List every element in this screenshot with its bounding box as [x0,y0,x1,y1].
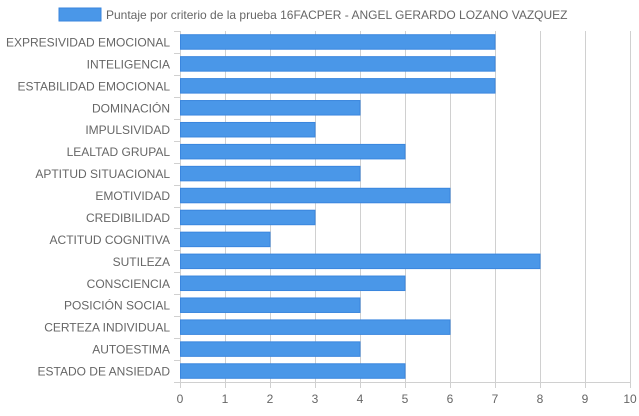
bar-6[interactable] [180,143,406,160]
bars [180,34,541,379]
x-tick-label: 10 [623,392,637,406]
x-tick-label: 8 [537,392,544,406]
bar-14[interactable] [180,319,451,335]
x-tick-label: 9 [582,392,589,406]
y-tick-label: ACTITUD COGNITIVA [50,233,170,247]
y-tick-label: DOMINACIÓN [92,100,170,115]
y-axis-labels: EXPRESIVIDAD EMOCIONAL INTELIGENCIA ESTABI… [6,35,170,378]
x-tick-label: 1 [222,392,229,406]
bar-7[interactable] [180,165,361,182]
bar-3[interactable] [180,78,496,94]
y-tick-label: EMOTIVIDAD [95,189,170,203]
bar-4[interactable] [180,100,361,116]
bar-5[interactable] [180,121,316,138]
y-tick-label: ESTABILIDAD EMOCIONAL [18,79,171,93]
bar-16[interactable] [180,363,406,379]
bar-8[interactable] [180,187,451,204]
x-tick-label: 5 [402,392,409,406]
y-tick-label: EXPRESIVIDAD EMOCIONAL [6,35,170,49]
y-tick-label: AUTOESTIMA [92,343,170,357]
y-tick-label: ESTADO DE ANSIEDAD [38,365,171,379]
bar-1[interactable] [180,34,496,50]
x-tick-label: 7 [492,392,499,406]
y-tick-label: CONSCIENCIA [87,277,170,291]
y-tick-label: CERTEZA INDIVIDUAL [44,321,170,335]
bar-2[interactable] [180,56,496,72]
bar-15[interactable] [180,341,361,357]
legend-swatch [58,7,102,22]
x-tick-label: 2 [267,392,274,406]
y-tick-label: CREDIBILIDAD [86,211,170,225]
x-tick-label: 6 [447,392,454,406]
x-tick-label: 0 [177,392,184,406]
y-tick-label: INTELIGENCIA [87,57,170,71]
bar-9[interactable] [180,209,316,226]
bar-11[interactable] [180,253,541,270]
y-tick-label: APTITUD SITUACIONAL [35,167,170,181]
y-tick-label: SUTILEZA [113,255,170,269]
legend[interactable]: Puntaje por criterio de la prueba 16FACP… [58,7,568,22]
bar-13[interactable] [180,297,361,313]
y-tick-label: LEALTAD GRUPAL [67,145,171,159]
bar-12[interactable] [180,275,406,292]
y-tick-label: POSICIÓN SOCIAL [64,298,170,313]
legend-label: Puntaje por criterio de la prueba 16FACP… [106,8,568,22]
x-tick-label: 4 [357,392,364,406]
y-tick-label: IMPULSIVIDAD [85,123,170,137]
bar-10[interactable] [180,231,271,248]
x-tick-label: 3 [312,392,319,406]
x-axis-labels: 0 1 2 3 4 5 6 7 8 9 10 [177,392,637,406]
